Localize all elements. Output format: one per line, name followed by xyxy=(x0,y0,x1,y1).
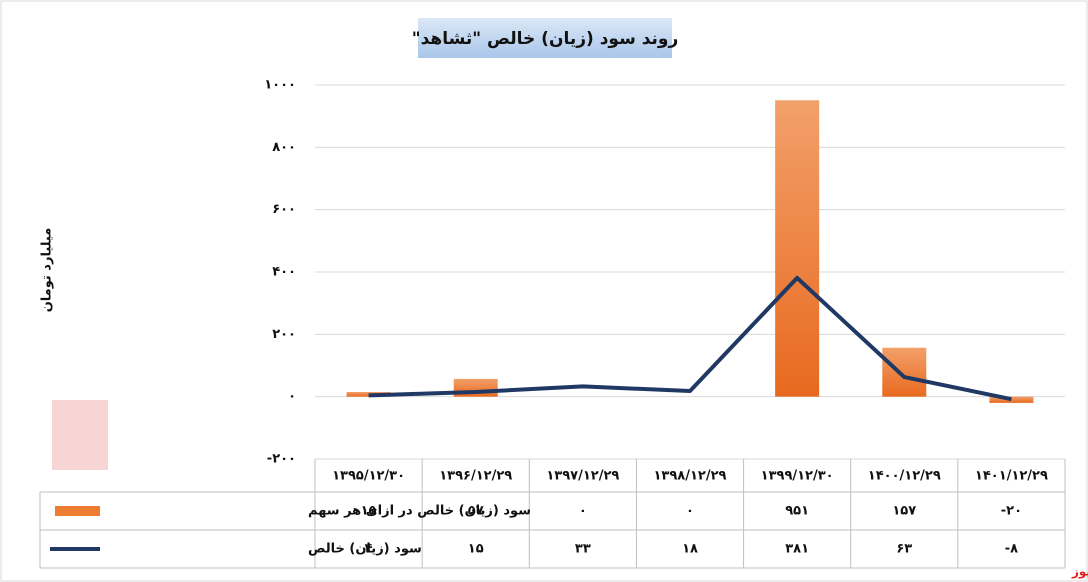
bar xyxy=(882,347,927,397)
value-label: ۱۵ xyxy=(468,542,484,557)
x-tick-label: ۱۳۹۷/۱۲/۲۹ xyxy=(546,469,619,484)
value-label: ۴ xyxy=(365,542,373,557)
value-label: -۲۰ xyxy=(1001,504,1022,519)
x-tick-label: ۱۴۰۰/۱۲/۲۹ xyxy=(868,469,941,484)
y-tick-label: ۲۰۰ xyxy=(272,327,296,342)
value-label: ۵۷ xyxy=(468,504,484,519)
y-tick-label: -۲۰۰ xyxy=(267,452,296,467)
value-label: ۱۸ xyxy=(682,542,698,557)
value-label: ۳۸۱ xyxy=(785,542,809,557)
y-tick-label: ۴۰۰ xyxy=(272,265,296,280)
legend-swatch xyxy=(55,506,100,516)
logo xyxy=(52,400,108,470)
value-label: ۱۵۷ xyxy=(892,504,916,519)
value-label: -۸ xyxy=(1005,542,1018,557)
y-tick-label: ۶۰۰ xyxy=(272,202,296,217)
y-axis-label: میلیارد تومان xyxy=(40,228,55,313)
watermark: بورس نیوز xyxy=(1071,565,1088,580)
value-label: ۶۳ xyxy=(896,542,912,557)
bar xyxy=(775,100,820,397)
x-tick-label: ۱۴۰۱/۱۲/۲۹ xyxy=(975,469,1048,484)
y-tick-label: ۸۰۰ xyxy=(272,140,296,155)
x-tick-label: ۱۳۹۸/۱۲/۲۹ xyxy=(654,469,727,484)
value-label: ۰ xyxy=(579,504,587,519)
value-label: ۰ xyxy=(686,504,694,519)
legend-label: سود (زیان) خالص در ازای هر سهم xyxy=(308,504,531,519)
y-tick-label: ۱۰۰۰ xyxy=(264,78,296,93)
bar xyxy=(989,396,1034,403)
x-tick-label: ۱۳۹۶/۱۲/۲۹ xyxy=(439,469,512,484)
x-tick-label: ۱۳۹۹/۱۲/۳۰ xyxy=(761,469,834,484)
x-tick-label: ۱۳۹۵/۱۲/۳۰ xyxy=(332,469,405,484)
value-label: ۳۳ xyxy=(575,542,591,557)
value-label: ۱۵ xyxy=(361,504,377,519)
value-label: ۹۵۱ xyxy=(785,504,809,519)
y-tick-label: ۰ xyxy=(288,389,296,404)
line xyxy=(368,275,1012,402)
chart-title: روند سود (زیان) خالص "ثشاهد" xyxy=(412,29,679,49)
title-box xyxy=(418,18,672,58)
legend-label: سود (زیان) خالص xyxy=(308,542,422,557)
